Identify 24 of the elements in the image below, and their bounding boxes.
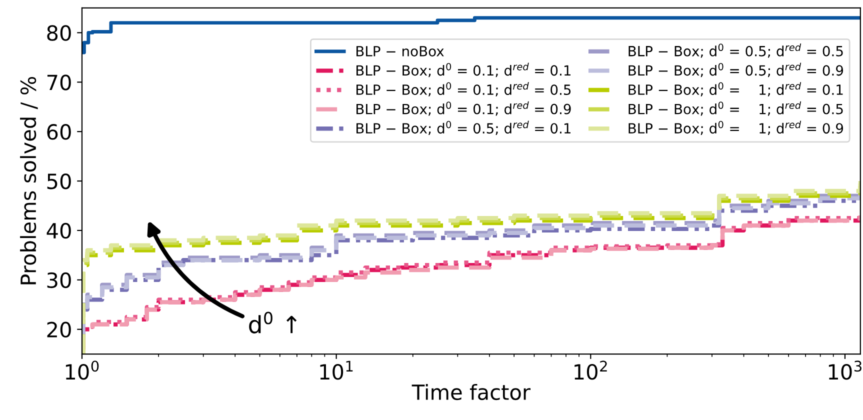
legend-label: BLP − Box; d$^{0}$ = 0.5; d$^{red}$ = 0.5 xyxy=(628,43,843,58)
legend-label: BLP − Box; d$^{0}$ = 0.1; d$^{red}$ = 0.5 xyxy=(356,82,571,96)
legend-label: BLP − Box; d$^{0}$ = 0.5; d$^{red}$ = 0.1 xyxy=(356,120,570,136)
legend-label: BLP − Box; d$^{0}$ = 0.1; d$^{red}$ = 0.1 xyxy=(356,62,570,78)
legend-label: BLP − Box; d$^{0}$ = 1; d$^{red}$ = 0.9 xyxy=(628,120,844,136)
y-tick-label: 70 xyxy=(47,74,71,90)
x-axis-title: Time factor xyxy=(412,384,531,400)
legend-label: BLP − Box; d$^{0}$ = 0.5; d$^{red}$ = 0.9 xyxy=(628,62,844,78)
legend-label: BLP − Box; d$^{0}$ = 1; d$^{red}$ = 0.1 xyxy=(628,82,843,96)
y-tick-label: 80 xyxy=(47,25,71,41)
legend-label: BLP − Box; d$^{0}$ = 0.1; d$^{red}$ = 0.9 xyxy=(356,101,571,116)
legend-label: BLP − Box; d$^{0}$ = 1; d$^{red}$ = 0.5 xyxy=(628,101,843,116)
y-tick-label: 20 xyxy=(47,322,71,338)
x-tick-label: 10$^{1}$ xyxy=(320,360,353,380)
y-tick-label: 30 xyxy=(47,272,71,288)
annotation: d$^{0}$ ↑ xyxy=(249,312,297,334)
y-tick-label: 50 xyxy=(47,173,71,190)
x-tick-label: 10$^{2}$ xyxy=(574,360,607,380)
y-axis-title: Problems solved / % xyxy=(20,76,38,284)
y-tick-label: 60 xyxy=(47,124,71,140)
x-tick-label: 10$^{0}$ xyxy=(66,360,99,380)
x-tick-label: 10$^{3}$ xyxy=(828,360,862,380)
y-tick-label: 40 xyxy=(46,222,71,239)
legend-label: BLP − noBox xyxy=(356,46,444,56)
